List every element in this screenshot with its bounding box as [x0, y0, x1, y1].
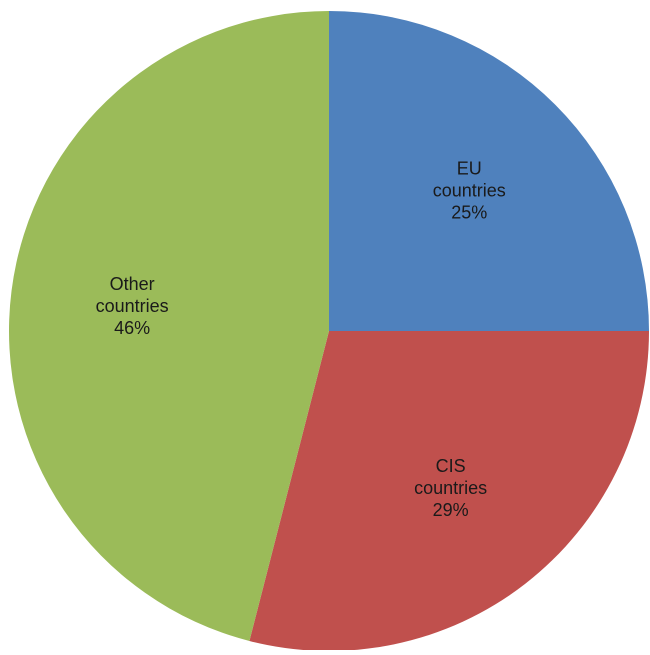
pie-label-name: countries	[96, 296, 169, 316]
pie-slice-1	[249, 331, 649, 651]
pie-slice-0	[329, 11, 649, 331]
pie-label-name: EU	[457, 159, 482, 179]
pie-label-name: countries	[433, 181, 506, 201]
pie-label-name: Other	[110, 274, 155, 294]
pie-label-percent: 46%	[114, 318, 150, 338]
pie-slices	[9, 11, 649, 651]
pie-data-label-0: EU countries 25%	[433, 159, 506, 223]
pie-data-label-1: CIS countries 29%	[414, 456, 487, 520]
pie-label-percent: 25%	[451, 203, 487, 223]
pie-data-label-2: Other countries 46%	[96, 274, 169, 338]
pie-data-labels: EU countries 25%CIS countries 29%Other countr…	[96, 159, 506, 520]
pie-label-percent: 29%	[433, 500, 469, 520]
pie-slice-2	[9, 11, 330, 641]
pie-label-name: CIS	[436, 456, 466, 476]
pie-label-name: countries	[414, 478, 487, 498]
